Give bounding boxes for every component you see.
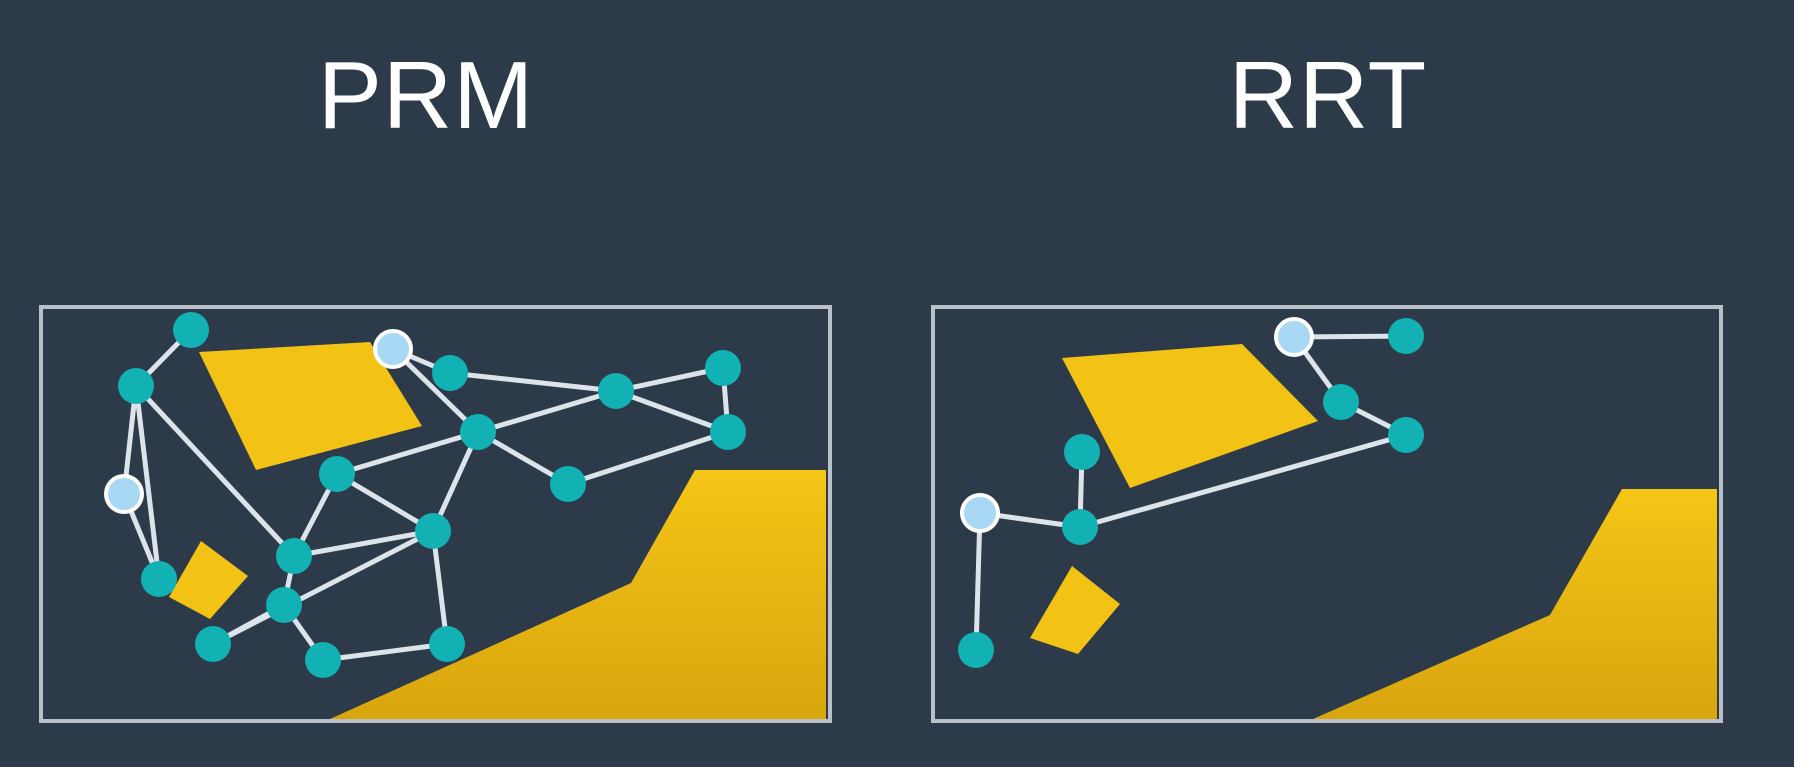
prm-node [173, 312, 209, 348]
prm-frame [39, 305, 832, 723]
rrt-frame [931, 305, 1723, 723]
prm-node [266, 587, 302, 623]
prm-edge [334, 429, 481, 477]
rrt-endpoint-node [960, 493, 1000, 533]
prm-node [305, 642, 341, 678]
prm-node [432, 355, 468, 391]
prm-obstacle-small [169, 541, 248, 619]
rrt-node [1064, 434, 1100, 470]
rrt-node [1388, 417, 1424, 453]
rrt-panel [931, 305, 1723, 723]
prm-node [429, 626, 465, 662]
prm-node [195, 626, 231, 662]
prm-endpoint-node [104, 474, 144, 514]
rrt-edge [1077, 432, 1409, 530]
prm-node [550, 466, 586, 502]
prm-node [319, 456, 355, 492]
prm-edge [210, 528, 436, 647]
prm-edge [475, 388, 619, 435]
prm-edge [320, 641, 450, 663]
prm-edge [430, 528, 450, 647]
rrt-edge [973, 510, 983, 653]
prm-edge [133, 383, 297, 559]
rrt-nodes [958, 317, 1424, 668]
prm-edge [430, 429, 481, 534]
prm-node [415, 513, 451, 549]
prm-title: PRM [317, 42, 535, 149]
prm-edge [334, 471, 436, 534]
prm-obstacle-large [199, 342, 422, 470]
prm-edges [121, 327, 731, 663]
rrt-obstacle-slope [1313, 489, 1717, 719]
rrt-node [958, 632, 994, 668]
prm-node [710, 414, 746, 450]
prm-edge [613, 388, 731, 435]
rrt-node [1388, 318, 1424, 354]
prm-edge [133, 383, 162, 582]
rrt-node [1323, 384, 1359, 420]
prm-node [460, 414, 496, 450]
prm-node [276, 538, 312, 574]
prm-edge [291, 528, 436, 559]
rrt-obstacle-large [1062, 344, 1318, 488]
prm-nodes [104, 312, 746, 678]
rrt-endpoint-node [1274, 317, 1314, 357]
rrt-title: RRT [1228, 42, 1428, 149]
rrt-node [1062, 509, 1098, 545]
prm-edge [613, 365, 726, 394]
prm-node [118, 368, 154, 404]
prm-obstacle-slope [330, 470, 826, 719]
prm-edge [565, 429, 731, 487]
prm-edge [447, 370, 619, 394]
prm-panel [39, 305, 832, 723]
prm-node [598, 373, 634, 409]
prm-node [141, 561, 177, 597]
rrt-obstacle-small [1030, 566, 1120, 654]
prm-endpoint-node [373, 329, 413, 369]
prm-node [705, 350, 741, 386]
